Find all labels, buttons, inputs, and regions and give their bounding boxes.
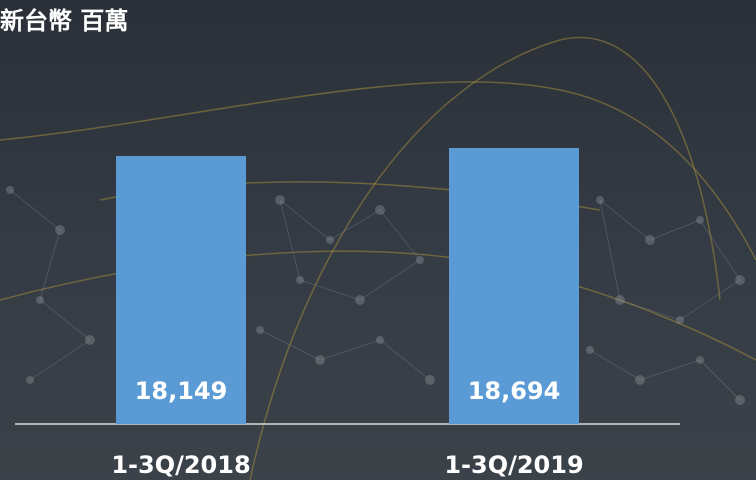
bar bbox=[116, 156, 246, 424]
network-lines bbox=[9, 189, 741, 401]
network-dots bbox=[6, 186, 745, 405]
x-tick-label: 1-3Q/2019 bbox=[444, 451, 583, 479]
chart-title: 新台幣 百萬 bbox=[0, 7, 128, 35]
bar bbox=[449, 148, 579, 424]
x-tick-label: 1-3Q/2018 bbox=[111, 451, 250, 479]
value-label: 18,694 bbox=[468, 377, 561, 405]
value-label: 18,149 bbox=[135, 377, 228, 405]
